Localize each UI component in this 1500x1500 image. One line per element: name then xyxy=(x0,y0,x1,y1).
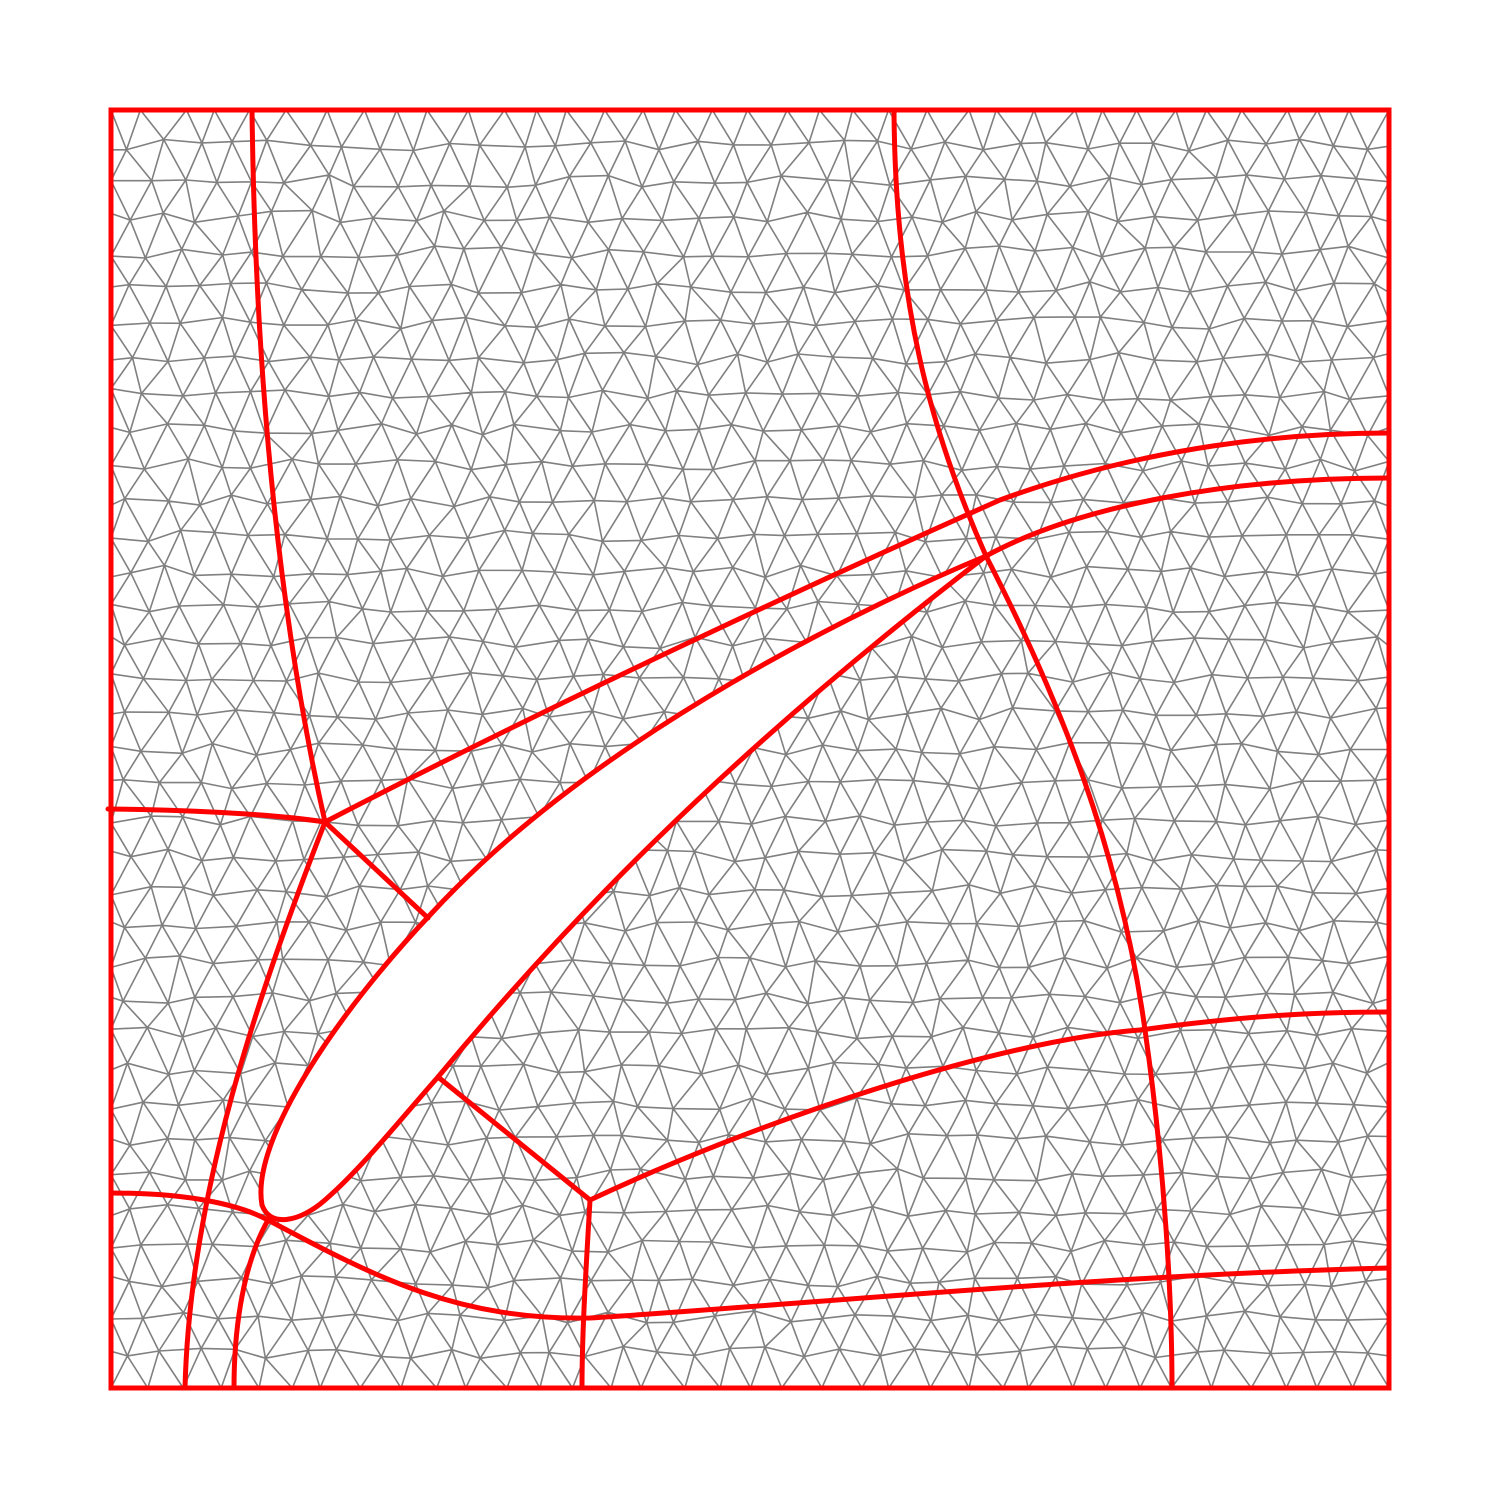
domain-border xyxy=(108,107,1392,1391)
partition-curve-trailing-wake xyxy=(983,475,1392,559)
partition-curve-front-outer xyxy=(182,819,328,1391)
partition-curve-lower-outflow xyxy=(587,1009,1392,1203)
partition-curve-front-inner xyxy=(231,1217,271,1391)
partition-curve-right-arc xyxy=(983,553,1175,1391)
partition-curve-lower-surface-offset xyxy=(265,1217,1392,1321)
partition-curve-top-vertical xyxy=(891,107,989,559)
partition-curve-lower-spoke xyxy=(435,1074,593,1203)
airfoil-hole xyxy=(258,553,989,1223)
triangular-mesh xyxy=(111,110,1389,1388)
partition-curve-upper-wake xyxy=(322,430,1392,825)
partition-curve-leading-edge-upper xyxy=(105,806,328,825)
partition-lines xyxy=(105,107,1392,1391)
mesh-edges xyxy=(111,110,1389,1388)
partition-curve-lower-spoke-down xyxy=(579,1197,593,1391)
partition-curve-left-vertical xyxy=(249,107,328,825)
partition-curve-leading-spoke xyxy=(322,819,431,921)
partition-curve-bottom-left-inflow xyxy=(108,1190,271,1223)
